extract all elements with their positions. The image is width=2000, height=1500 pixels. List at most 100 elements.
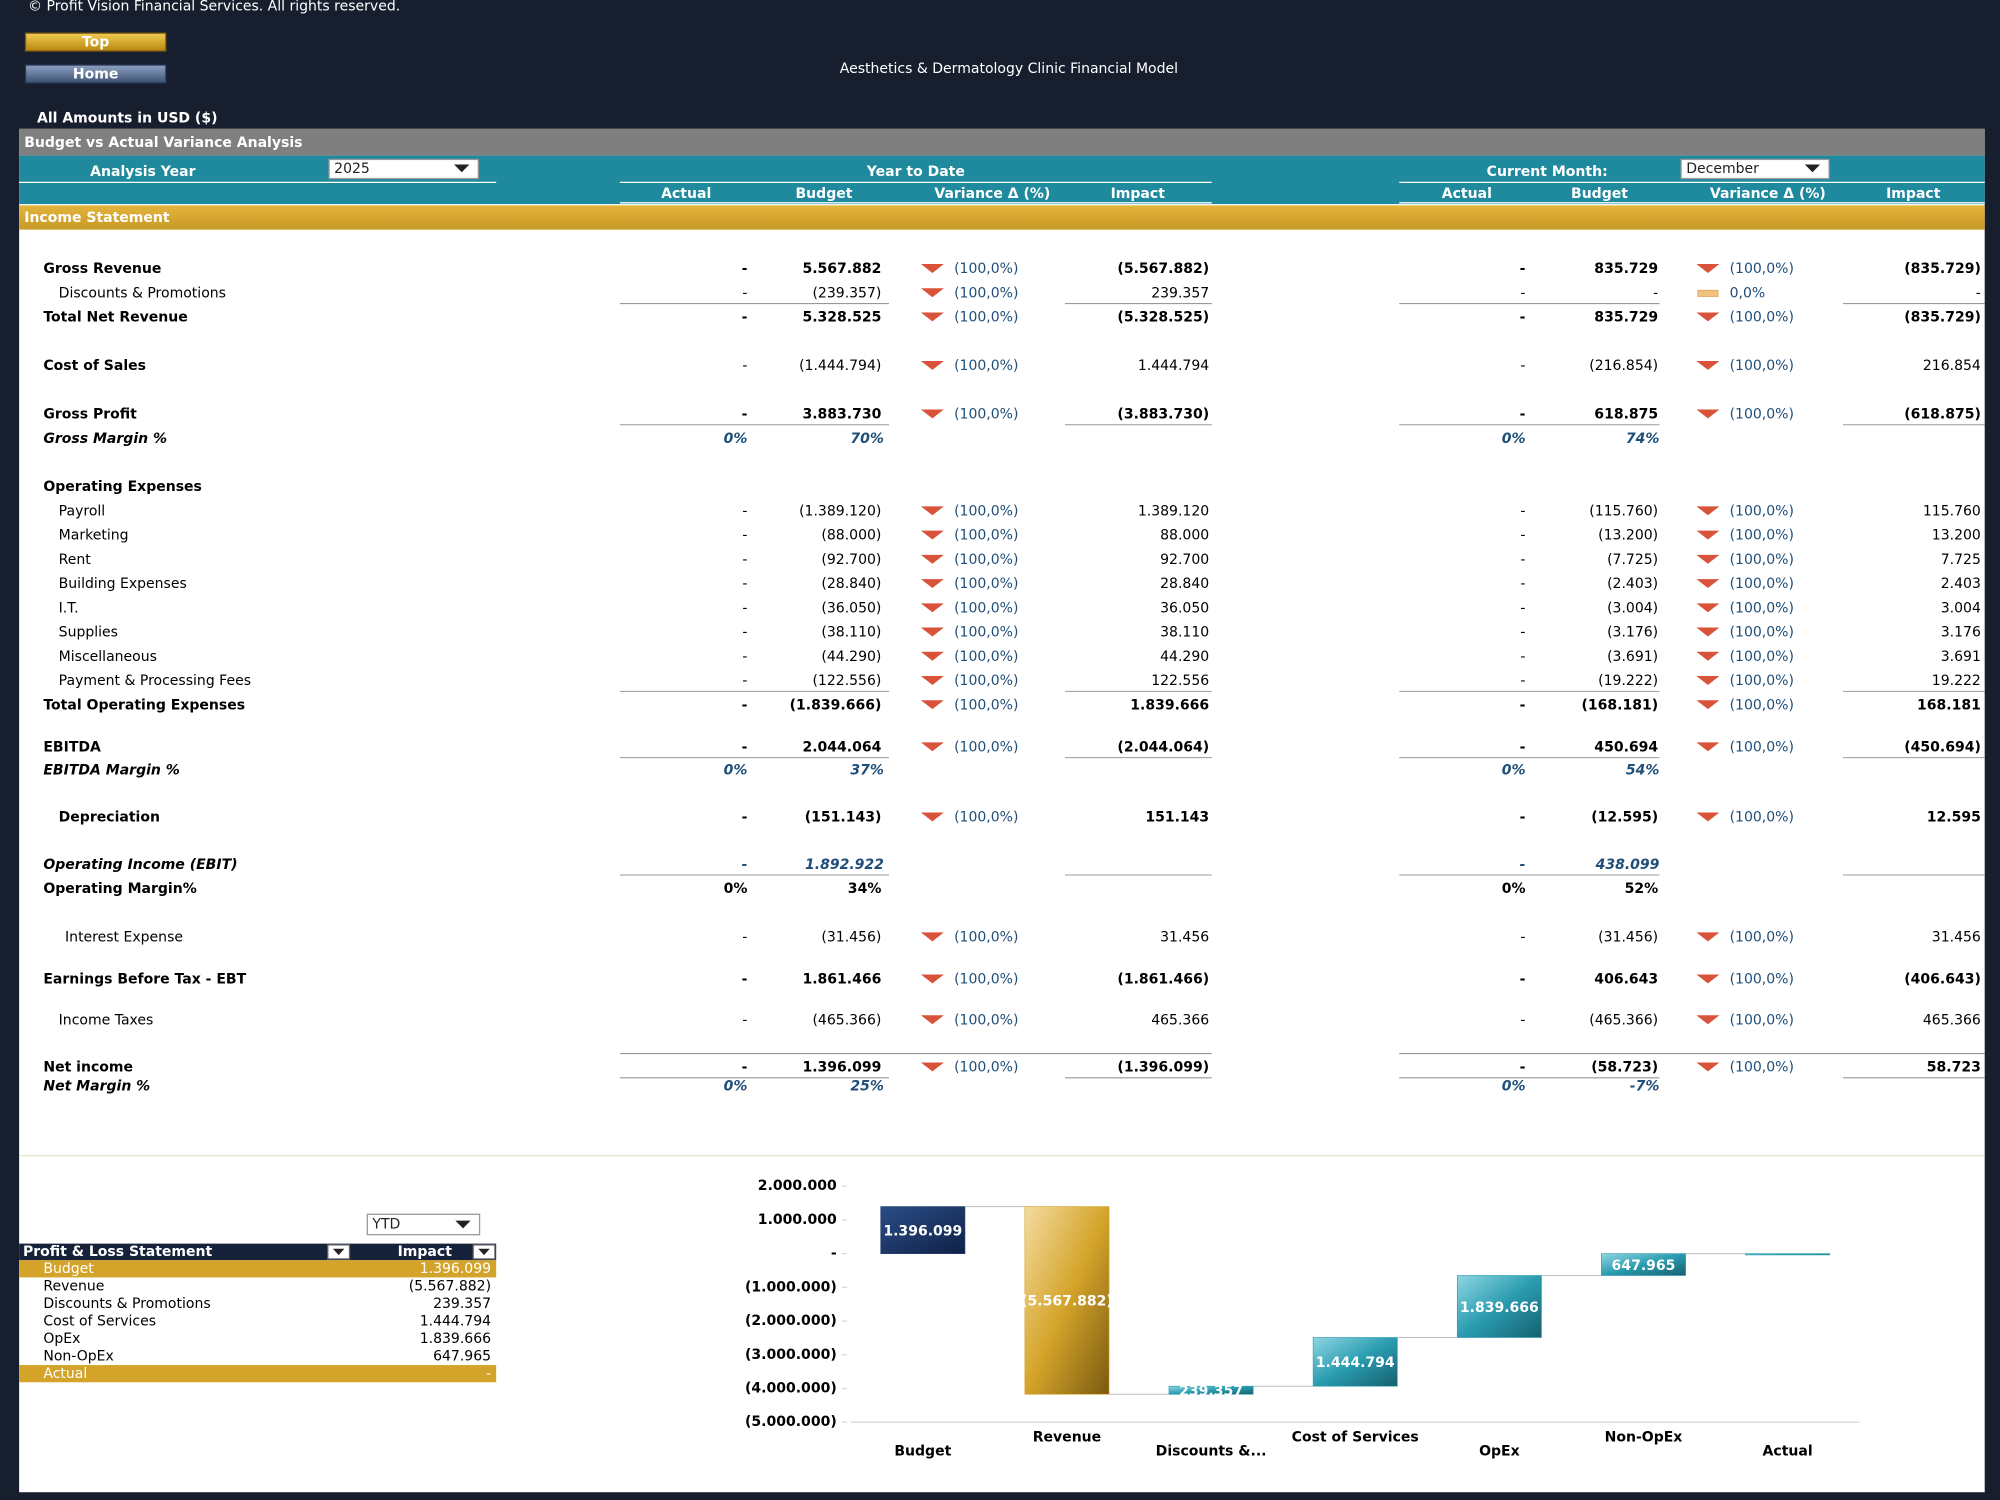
cell-value: (1.839.666) [790, 697, 882, 713]
cell-value: - [742, 649, 747, 665]
cell-value: (3.691) [1607, 649, 1658, 665]
period-dropdown[interactable] [366, 1213, 481, 1236]
cell-value: 450.694 [1594, 739, 1658, 755]
month-value[interactable]: December [1686, 161, 1759, 177]
section-bar [19, 128, 1985, 156]
cell-value: 1.444.794 [1138, 358, 1209, 374]
cell-value: 92.700 [1160, 552, 1209, 568]
cell-value: 216.854 [1923, 358, 1981, 374]
cell-value: (19.222) [1598, 673, 1658, 689]
cell-value: (115.760) [1589, 503, 1658, 519]
cell-value: (7.725) [1607, 552, 1658, 568]
cell-value: 3.691 [1941, 649, 1981, 665]
cell-value: (58.723) [1591, 1060, 1658, 1076]
cell-value: - [1520, 285, 1525, 301]
x-tick-label: Cost of Services [1292, 1430, 1419, 1446]
row-label: Gross Revenue [43, 261, 161, 277]
period-value[interactable]: YTD [371, 1216, 400, 1232]
dropdown-arrow[interactable] [454, 164, 470, 173]
row-label: Cost of Sales [43, 358, 146, 374]
cell-value: 0% [1502, 881, 1526, 897]
year-value[interactable]: 2025 [334, 161, 370, 177]
filter-arrow[interactable] [478, 1248, 490, 1256]
cell-value: - [742, 1060, 748, 1076]
cell-value: 122.556 [1151, 673, 1209, 689]
row-label: Gross Profit [43, 407, 137, 423]
cell-value: - [742, 810, 748, 826]
cell-value: 1.389.120 [1138, 503, 1209, 519]
cell-value: - [742, 929, 747, 945]
variance-value: (100,0%) [1730, 552, 1794, 568]
bar [1168, 1385, 1254, 1395]
cell-value: - [742, 528, 747, 544]
variance-arrow [1696, 554, 1720, 564]
row-label: EBITDA Margin % [43, 762, 179, 778]
cell-value: - [1520, 739, 1526, 755]
column-header: Variance Δ (%) [934, 186, 1050, 202]
cell-value: 115.760 [1923, 503, 1981, 519]
year-dropdown[interactable] [328, 158, 479, 180]
variance-arrow [1696, 1015, 1720, 1025]
cell-value: 2.044.064 [802, 739, 881, 755]
cell-value: 88.000 [1160, 528, 1209, 544]
variance-value: (100,0%) [1730, 261, 1794, 277]
pl-value: 1.839.666 [420, 1331, 491, 1347]
cell-value: 52% [1625, 881, 1659, 897]
home-button[interactable] [24, 64, 167, 84]
cell-value: (5.567.882) [1117, 261, 1209, 277]
cell-value: - [1520, 673, 1525, 689]
data-label: 647.965 [1612, 1258, 1676, 1274]
current-month-label: Current Month: [1487, 164, 1608, 180]
top-button-label[interactable]: Top [82, 35, 109, 51]
y-tick-label: (5.000.000) [745, 1414, 837, 1430]
x-tick-label: Actual [1763, 1444, 1813, 1460]
cell-value: 151.143 [1145, 810, 1209, 826]
variance-arrow [1696, 651, 1720, 661]
variance-value: (100,0%) [954, 576, 1018, 592]
variance-value: (100,0%) [1730, 625, 1794, 641]
variance-arrow [920, 409, 944, 419]
top-button[interactable] [24, 32, 167, 52]
cell-value: - [742, 261, 748, 277]
bar [1456, 1275, 1542, 1338]
column-header: Impact [1111, 186, 1166, 202]
cell-value: 58.723 [1927, 1060, 1981, 1076]
cell-value: (151.143) [805, 810, 882, 826]
pl-value: - [486, 1366, 491, 1382]
margin-value: 1.892.922 [805, 857, 884, 873]
variance-arrow [1696, 742, 1720, 752]
margin-value: 0% [724, 1079, 748, 1095]
pl-label: Budget [43, 1261, 94, 1277]
row-label: Operating Income (EBIT) [43, 857, 237, 873]
pl-value: 239.357 [433, 1296, 491, 1312]
filter-arrow[interactable] [332, 1248, 345, 1256]
variance-value: (100,0%) [1730, 503, 1794, 519]
cell-value: - [742, 1012, 747, 1028]
variance-arrow [1696, 579, 1720, 589]
data-label: 1.839.666 [1460, 1300, 1539, 1316]
row-label: Operating Margin% [43, 881, 196, 897]
cell-value: 7.725 [1941, 552, 1981, 568]
variance-value: (100,0%) [1730, 1060, 1794, 1076]
cell-value: 38.110 [1160, 625, 1209, 641]
cell-value: (465.366) [812, 1012, 881, 1028]
dropdown-arrow[interactable] [455, 1220, 471, 1229]
cell-value: - [742, 972, 748, 988]
pl-value: 1.396.099 [420, 1261, 491, 1277]
cell-value: - [742, 697, 748, 713]
variance-value: (100,0%) [1730, 407, 1794, 423]
variance-arrow [920, 530, 944, 540]
variance-value: (100,0%) [954, 528, 1018, 544]
home-button-label[interactable]: Home [73, 67, 118, 83]
variance-value: (100,0%) [1730, 649, 1794, 665]
pl-label: Discounts & Promotions [43, 1296, 210, 1312]
cell-value: 5.328.525 [802, 310, 881, 326]
month-dropdown[interactable] [1680, 158, 1830, 180]
variance-arrow [1696, 506, 1720, 516]
cell-value: - [1520, 929, 1525, 945]
cell-value: - [742, 407, 748, 423]
cell-value: 19.222 [1932, 673, 1981, 689]
dropdown-arrow[interactable] [1804, 164, 1821, 173]
cell-value: (835.729) [1904, 261, 1981, 277]
cell-value: 12.595 [1927, 810, 1981, 826]
